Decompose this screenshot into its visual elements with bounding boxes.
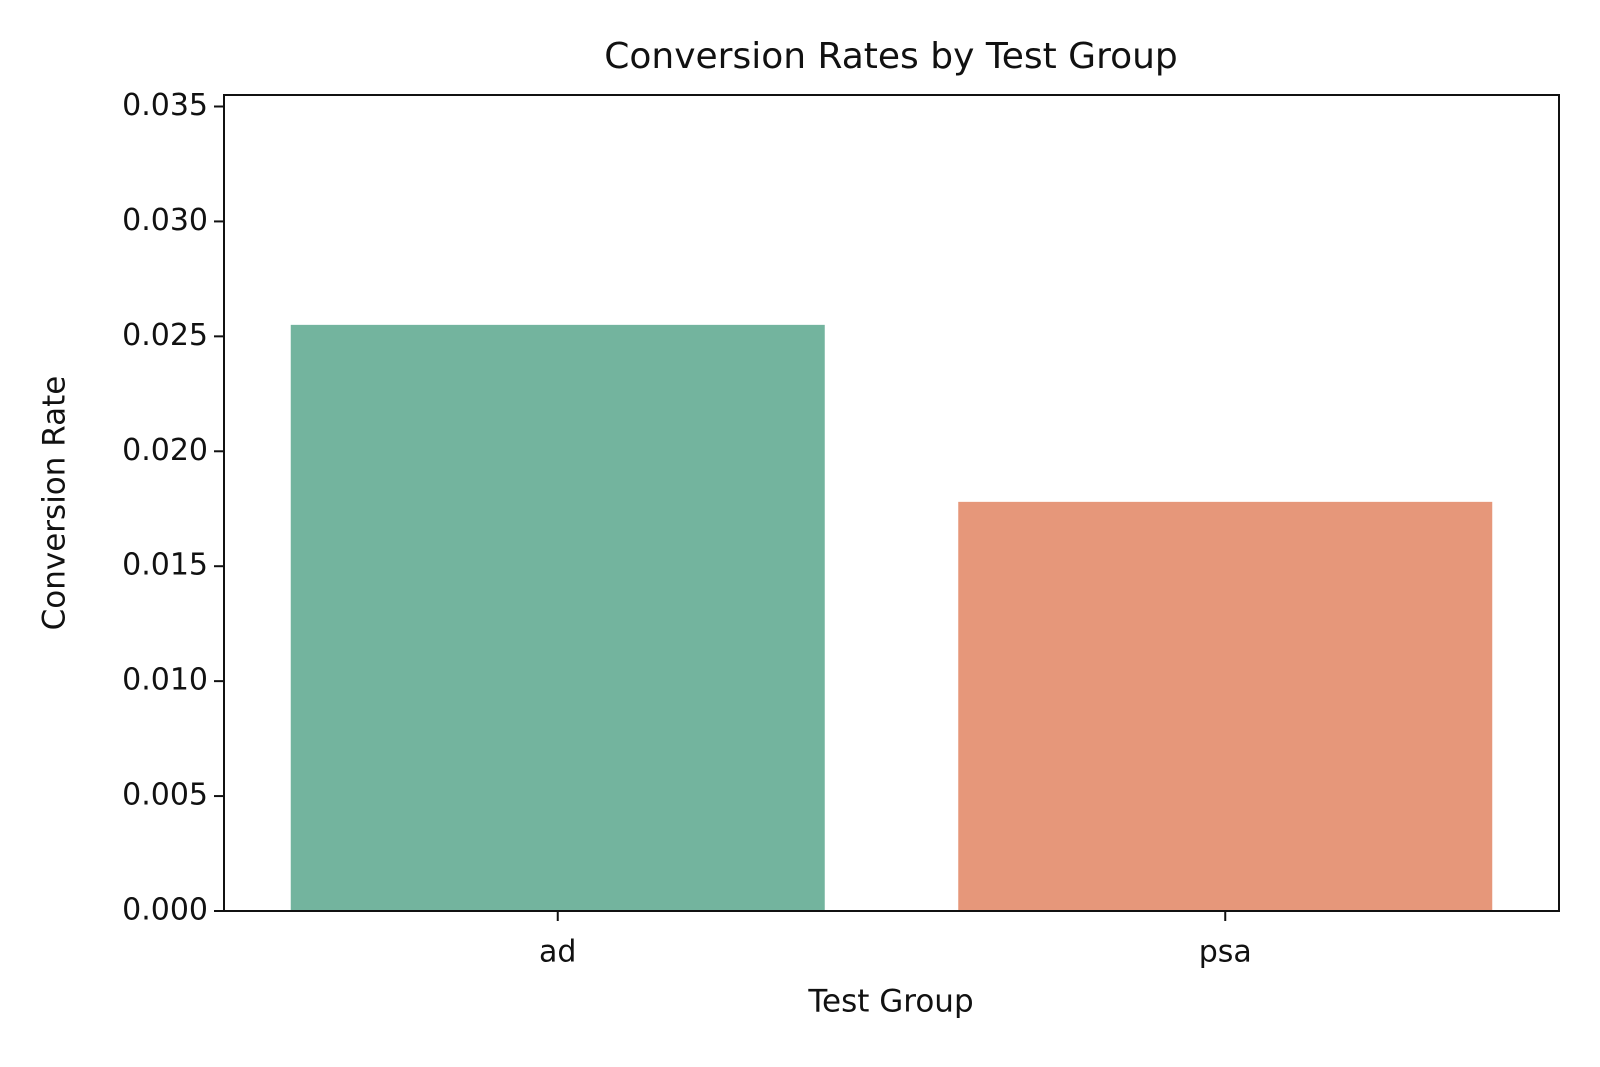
y-tick-label: 0.010 <box>122 663 208 698</box>
y-tick-label: 0.005 <box>122 778 208 813</box>
x-tick-label: ad <box>539 935 576 970</box>
x-axis-label: Test Group <box>807 984 973 1020</box>
chart-title: Conversion Rates by Test Group <box>604 36 1178 77</box>
y-tick-label: 0.025 <box>122 318 208 353</box>
bar <box>290 324 825 912</box>
y-tick-label: 0.030 <box>122 203 208 238</box>
x-tick-label: psa <box>1199 935 1252 970</box>
y-tick-label: 0.015 <box>122 548 208 583</box>
y-tick-label: 0.020 <box>122 433 208 468</box>
y-tick-label: 0.000 <box>122 893 208 928</box>
bar <box>958 501 1493 911</box>
y-axis-label: Conversion Rate <box>37 376 73 631</box>
plot-frame <box>223 94 1560 912</box>
y-tick-label: 0.035 <box>122 88 208 123</box>
